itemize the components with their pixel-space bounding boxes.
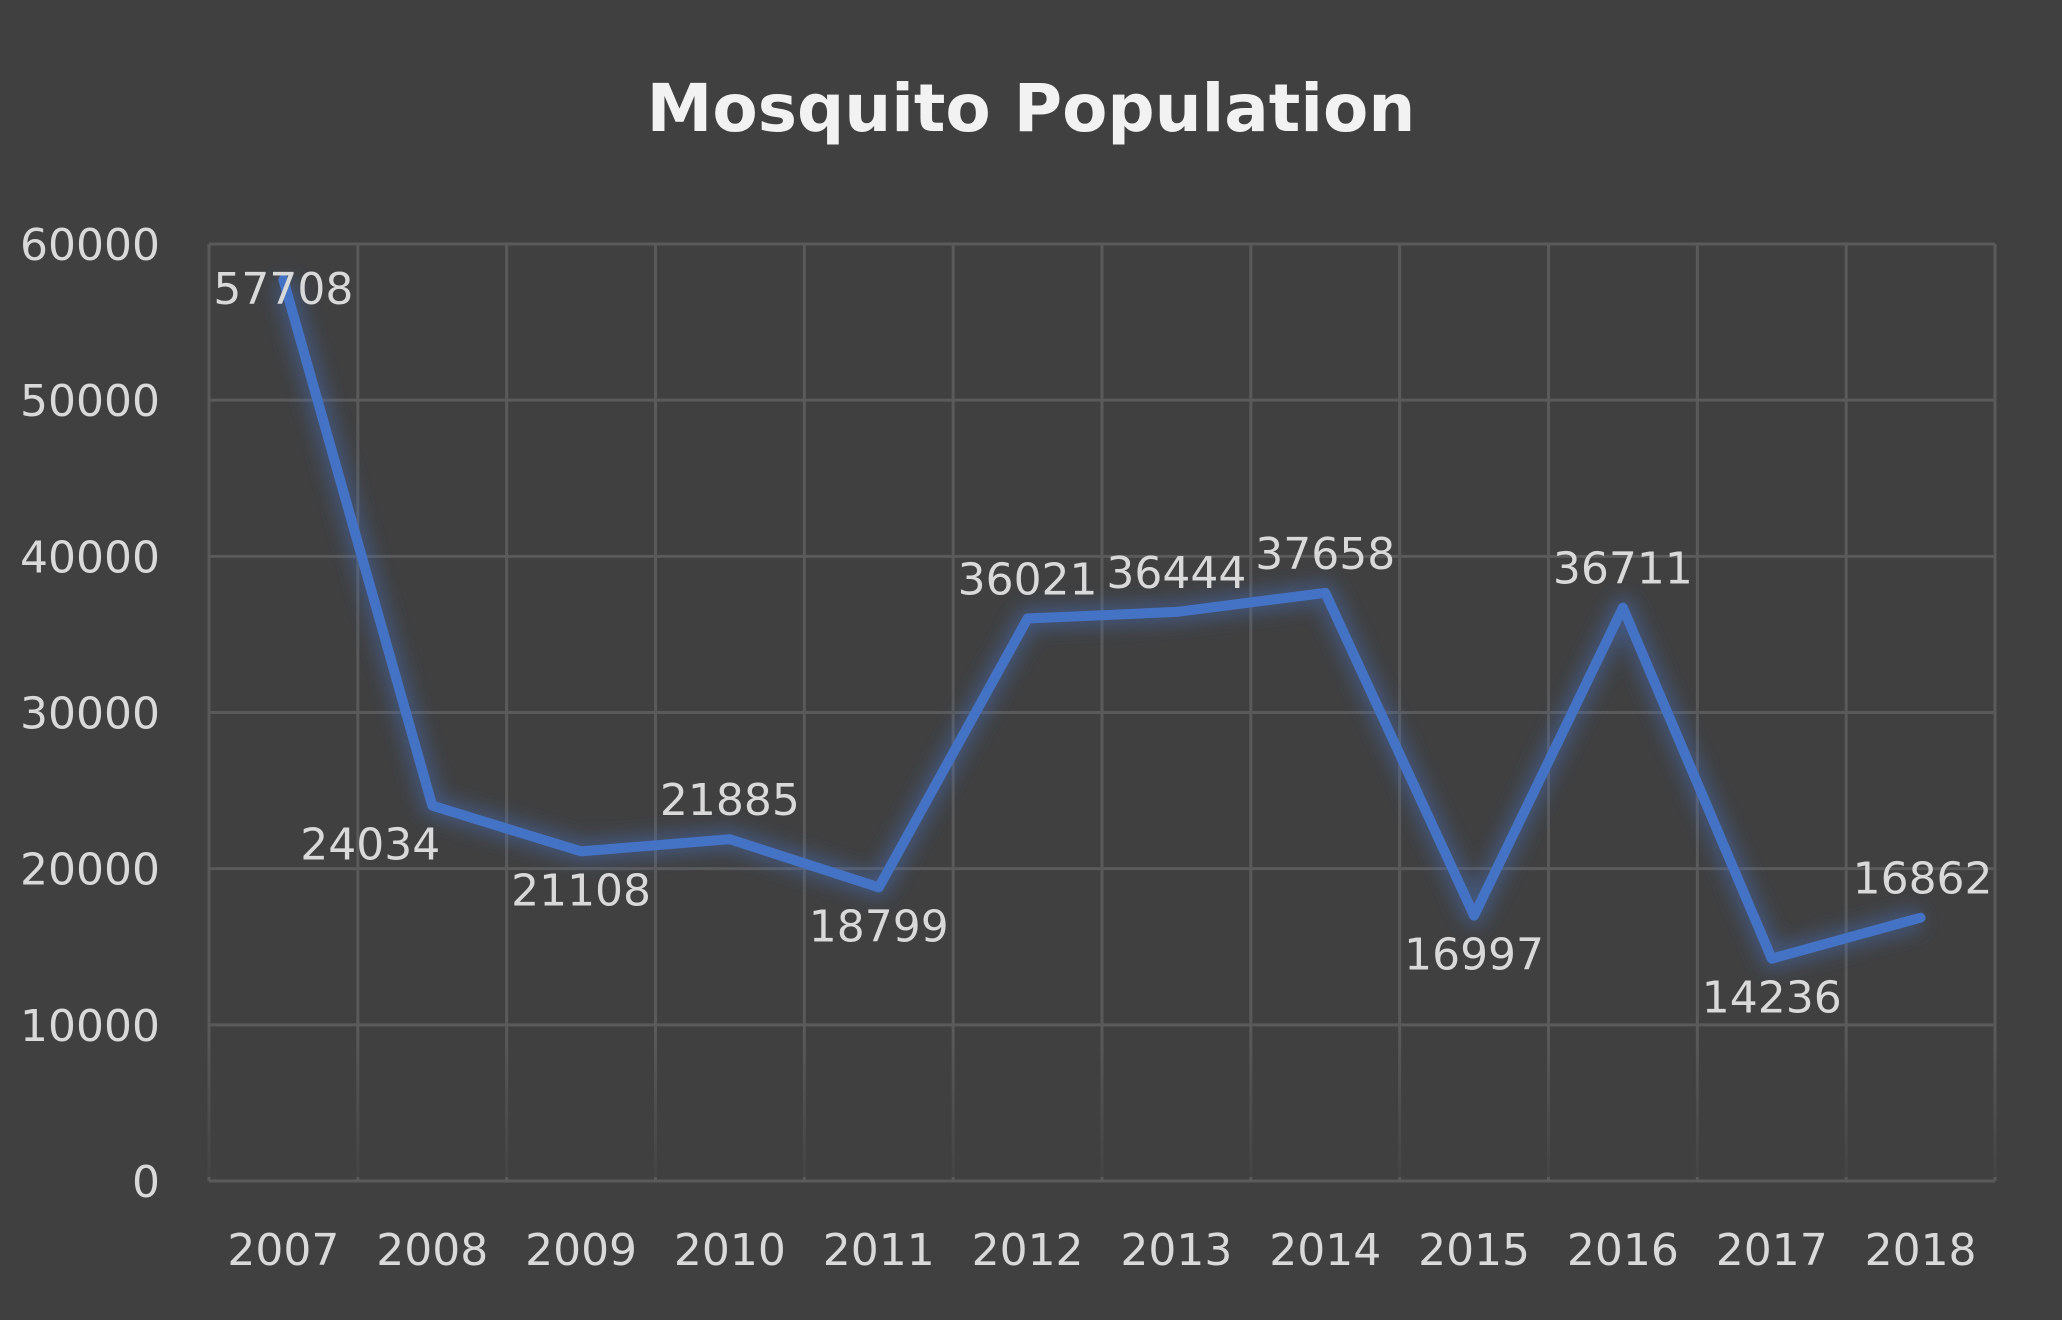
y-tick-label-0: 0 (132, 1157, 160, 1208)
y-axis: 0 10000 20000 30000 40000 50000 60000 (20, 220, 160, 1208)
data-point-2009 (580, 850, 582, 852)
y-tick-label-50000: 50000 (20, 376, 160, 427)
x-tick-label-2011: 2011 (823, 1225, 935, 1276)
data-label-2008: 24034 (300, 820, 440, 871)
x-tick-label-2016: 2016 (1567, 1225, 1679, 1276)
grid-bottom-fade (207, 1028, 1997, 1177)
chart-title: Mosquito Population (647, 70, 1416, 147)
data-label-2011: 18799 (809, 901, 949, 952)
data-label-2014: 37658 (1255, 529, 1395, 580)
data-point-2016 (1622, 607, 1624, 609)
data-point-2008 (431, 805, 433, 807)
x-tick-label-2012: 2012 (972, 1225, 1084, 1276)
data-point-2013 (1175, 611, 1177, 613)
x-tick-label-2013: 2013 (1120, 1225, 1232, 1276)
x-tick-label-2015: 2015 (1418, 1225, 1530, 1276)
series-line-path (278, 274, 1926, 964)
data-label-2017: 14236 (1702, 973, 1842, 1024)
x-tick-label-2017: 2017 (1716, 1225, 1828, 1276)
data-point-2018 (1920, 917, 1922, 919)
gridlines (207, 242, 1997, 1183)
x-tick-label-2014: 2014 (1269, 1225, 1381, 1276)
data-label-2013: 36444 (1106, 548, 1246, 599)
data-label-2015: 16997 (1404, 930, 1544, 981)
y-tick-label-60000: 60000 (20, 220, 160, 271)
data-label-2010: 21885 (660, 775, 800, 826)
data-point-2010 (729, 838, 731, 840)
data-point-2015 (1473, 915, 1475, 917)
y-tick-label-10000: 10000 (20, 1001, 160, 1052)
y-tick-label-40000: 40000 (20, 532, 160, 583)
x-axis: 2007 2008 2009 2010 2011 2012 2013 2014 2015 2016… (227, 1225, 1976, 1276)
data-label-2007: 57708 (213, 264, 353, 315)
x-tick-label-2008: 2008 (376, 1225, 488, 1276)
x-tick-label-2010: 2010 (674, 1225, 786, 1276)
x-tick-label-2007: 2007 (227, 1225, 339, 1276)
data-label-2016: 36711 (1553, 544, 1693, 595)
y-tick-label-20000: 20000 (20, 845, 160, 896)
data-point-2017 (1771, 958, 1773, 960)
data-label-2012: 36021 (958, 554, 1098, 605)
series-line (272, 274, 1926, 970)
data-label-2018: 16862 (1853, 854, 1993, 905)
data-point-2012 (1027, 617, 1029, 619)
y-tick-label-30000: 30000 (20, 689, 160, 740)
data-point-2011 (878, 886, 880, 888)
data-label-2009: 21108 (511, 865, 651, 916)
data-point-2014 (1324, 592, 1326, 594)
x-tick-label-2018: 2018 (1865, 1225, 1977, 1276)
bottom-fade-rect (207, 1028, 1997, 1177)
x-tick-label-2009: 2009 (525, 1225, 637, 1276)
